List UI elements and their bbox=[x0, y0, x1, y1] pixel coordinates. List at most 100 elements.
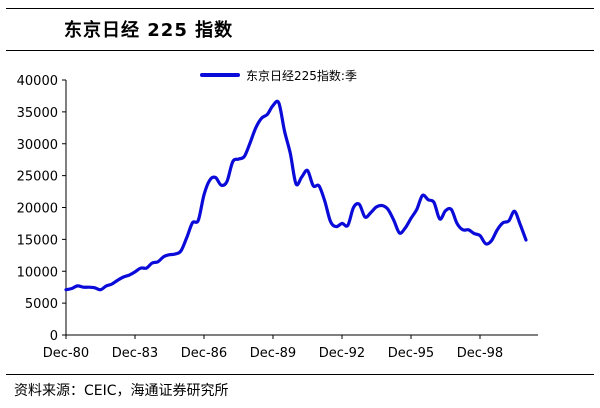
data-point bbox=[185, 236, 188, 239]
data-point bbox=[312, 184, 315, 187]
chart-legend: 东京日经225指数:季 bbox=[200, 65, 357, 85]
data-point bbox=[432, 201, 436, 204]
data-point bbox=[162, 255, 165, 258]
data-point bbox=[254, 126, 257, 129]
data-point bbox=[122, 275, 125, 279]
data-point bbox=[202, 193, 206, 196]
data-point bbox=[220, 184, 223, 187]
data-point bbox=[156, 260, 160, 263]
y-tick-label: 30000 bbox=[17, 138, 58, 153]
data-point bbox=[513, 210, 516, 213]
data-point bbox=[386, 208, 390, 211]
data-point bbox=[478, 234, 482, 237]
page-title: 东京日经 225 指数 bbox=[64, 20, 234, 41]
series-line bbox=[64, 99, 528, 292]
data-point bbox=[490, 239, 493, 242]
x-tick-label: Dec-83 bbox=[112, 346, 158, 361]
data-point bbox=[363, 215, 367, 219]
data-point bbox=[484, 242, 487, 245]
data-point bbox=[450, 208, 453, 211]
data-point bbox=[398, 231, 401, 235]
data-point bbox=[461, 228, 464, 231]
x-tick-labels: Dec-80 Dec-83 Dec-86 Dec-89 Dec-92 Dec-95 Dec-… bbox=[43, 346, 503, 361]
legend-label: 东京日经225指数:季 bbox=[246, 68, 357, 83]
data-point bbox=[87, 286, 91, 289]
data-point bbox=[139, 266, 142, 270]
data-point bbox=[455, 222, 459, 225]
x-tick-label: Dec-98 bbox=[457, 346, 503, 361]
data-point bbox=[128, 273, 131, 277]
data-point bbox=[99, 288, 102, 291]
y-tick-label: 10000 bbox=[17, 265, 58, 280]
title-divider bbox=[6, 50, 594, 51]
data-point bbox=[335, 225, 338, 228]
data-point bbox=[392, 219, 395, 222]
data-point bbox=[133, 270, 137, 274]
data-point bbox=[427, 198, 430, 201]
data-point bbox=[110, 282, 114, 286]
data-point bbox=[358, 203, 361, 206]
data-point bbox=[444, 209, 447, 212]
data-point bbox=[300, 175, 303, 179]
data-point bbox=[323, 199, 326, 203]
bottom-rule bbox=[6, 374, 594, 375]
data-point bbox=[375, 205, 378, 209]
data-point bbox=[289, 152, 292, 155]
data-point bbox=[346, 224, 349, 227]
data-point bbox=[467, 228, 470, 231]
data-point bbox=[519, 223, 522, 226]
data-point bbox=[260, 117, 263, 120]
data-point bbox=[409, 217, 413, 220]
data-point bbox=[151, 261, 154, 265]
data-point bbox=[225, 180, 229, 183]
top-rule bbox=[6, 8, 594, 9]
source-note: 资料来源：CEIC，海通证券研究所 bbox=[14, 383, 229, 399]
y-tick-label: 25000 bbox=[17, 170, 58, 185]
data-point bbox=[277, 101, 280, 105]
data-point bbox=[381, 204, 384, 207]
data-point bbox=[197, 219, 200, 222]
x-tick-label: Dec-89 bbox=[250, 346, 296, 361]
legend-swatch bbox=[200, 73, 240, 77]
data-point bbox=[70, 287, 74, 290]
data-point bbox=[421, 194, 424, 197]
y-tick-label: 35000 bbox=[17, 106, 58, 121]
data-point bbox=[524, 238, 528, 242]
data-point bbox=[340, 222, 344, 225]
data-point bbox=[266, 113, 269, 116]
y-tick-label: 15000 bbox=[17, 233, 58, 248]
x-tick-label: Dec-92 bbox=[319, 346, 365, 361]
data-point bbox=[294, 182, 298, 186]
data-point bbox=[191, 221, 194, 224]
y-tick-label: 0 bbox=[50, 329, 58, 344]
data-point bbox=[473, 232, 476, 235]
data-point bbox=[248, 141, 252, 145]
y-tick-label: 40000 bbox=[17, 74, 58, 89]
data-point bbox=[283, 129, 286, 133]
data-point bbox=[231, 160, 234, 163]
chart-axes bbox=[62, 79, 538, 339]
y-tick-label: 5000 bbox=[25, 297, 58, 312]
data-point bbox=[507, 219, 510, 223]
data-point bbox=[116, 279, 120, 282]
data-point bbox=[501, 221, 505, 224]
data-point bbox=[415, 208, 418, 211]
x-tick-label: Dec-95 bbox=[388, 346, 434, 361]
x-tick-label: Dec-80 bbox=[43, 346, 89, 361]
data-point bbox=[93, 286, 97, 289]
series-layer bbox=[64, 99, 528, 292]
data-point bbox=[237, 157, 240, 161]
data-point bbox=[496, 228, 499, 231]
data-point bbox=[329, 220, 332, 223]
data-point bbox=[243, 155, 246, 158]
y-tick-label: 20000 bbox=[17, 202, 58, 217]
data-point bbox=[82, 286, 85, 289]
data-point bbox=[105, 284, 108, 288]
data-point bbox=[208, 178, 211, 182]
data-point bbox=[369, 211, 372, 214]
data-point bbox=[352, 206, 355, 209]
data-point bbox=[64, 288, 68, 291]
data-point bbox=[271, 104, 275, 107]
data-point bbox=[438, 217, 441, 221]
